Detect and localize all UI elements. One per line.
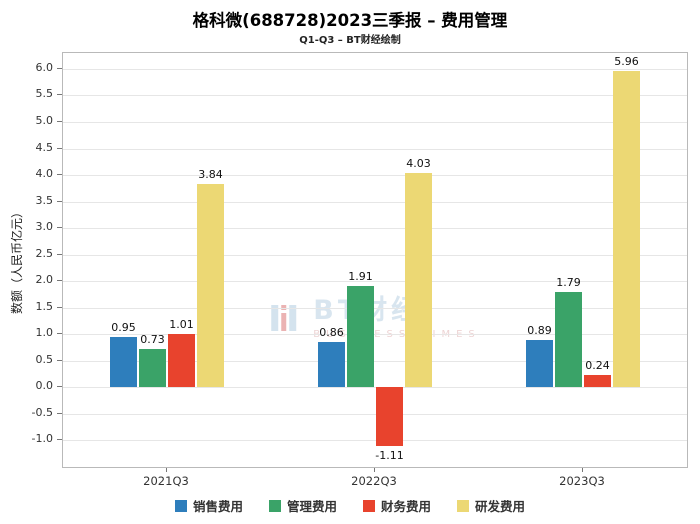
y-tick-label: 4.5	[35, 140, 54, 154]
y-tick-label: 0.5	[35, 352, 54, 366]
bar-财务费用-2023Q3	[584, 374, 611, 388]
bar-value-label: -1.11	[375, 449, 404, 463]
plot-area: BT财经 BUSINESS TIMES 0.950.860.890.731.91…	[62, 52, 688, 468]
bar-value-label: 4.03	[406, 157, 431, 171]
y-tick-label: -0.5	[31, 405, 53, 419]
bar-管理费用-2021Q3	[139, 348, 166, 388]
y-tick-label: 3.5	[35, 193, 54, 207]
bar-财务费用-2022Q3	[376, 387, 403, 447]
x-tick-label: 2023Q3	[559, 474, 605, 488]
gridline	[63, 254, 687, 256]
x-tick-mark	[166, 468, 167, 472]
legend-label: 研发费用	[475, 499, 526, 514]
y-tick-mark	[57, 439, 62, 441]
bar-value-label: 0.89	[527, 324, 552, 338]
bar-value-label: 0.24	[585, 358, 610, 372]
legend-swatch	[268, 499, 281, 512]
chart-title: 格科微(688728)2023三季报 – 费用管理	[192, 11, 508, 30]
y-tick-mark	[57, 333, 62, 335]
gridline	[63, 68, 687, 70]
y-tick-label: 2.5	[35, 246, 54, 260]
gridline	[63, 201, 687, 203]
y-tick-mark	[57, 121, 62, 122]
legend-item-销售费用: 销售费用	[174, 496, 243, 515]
y-tick-label: 1.5	[35, 299, 54, 313]
y-tick-mark	[57, 174, 62, 176]
bar-销售费用-2022Q3	[318, 341, 345, 388]
legend-swatch	[457, 499, 470, 512]
watermark-logo-icon	[271, 305, 297, 331]
y-tick-mark	[57, 67, 62, 69]
legend: 销售费用 管理费用 财务费用 研发费用	[0, 496, 700, 515]
bar-管理费用-2023Q3	[555, 292, 582, 388]
x-tick-mark	[582, 468, 583, 472]
bar-研发费用-2023Q3	[613, 71, 640, 388]
legend-label: 管理费用	[286, 499, 337, 514]
gridline	[63, 413, 687, 415]
legend-swatch	[363, 499, 375, 512]
gridline	[63, 334, 687, 336]
legend-label: 财务费用	[381, 499, 432, 514]
x-tick-label: 2021Q3	[143, 474, 189, 488]
gridline	[63, 122, 687, 123]
bar-销售费用-2021Q3	[110, 336, 137, 388]
legend-item-财务费用: 财务费用	[363, 496, 431, 515]
y-tick-label: 3.0	[35, 220, 54, 234]
y-tick-mark	[57, 253, 62, 255]
x-tick-label: 2022Q3	[351, 474, 397, 488]
y-tick-mark	[57, 200, 62, 202]
bar-value-label: 0.73	[140, 332, 165, 346]
y-tick-mark	[57, 359, 62, 361]
y-tick-mark	[57, 412, 62, 414]
y-tick-label: 5.0	[35, 114, 54, 127]
bar-value-label: 5.96	[614, 55, 639, 69]
gridline	[63, 228, 687, 230]
y-tick-label: 4.0	[35, 167, 54, 181]
x-tick-mark	[374, 468, 375, 472]
y-tick-label: 1.0	[35, 326, 54, 340]
y-tick-mark	[57, 306, 62, 308]
y-tick-label: -1.0	[31, 432, 53, 446]
legend-item-研发费用: 研发费用	[457, 496, 525, 515]
bar-管理费用-2022Q3	[347, 286, 374, 388]
y-tick-mark	[57, 227, 62, 229]
bar-财务费用-2021Q3	[168, 333, 195, 388]
y-axis: 6.0 5.5 5.0 4.5 4.0 3.5 3.0 2.5 2.0 1.5 1.0 0.5 0.0 -…	[0, 52, 62, 468]
bar-value-label: 1.01	[169, 317, 194, 331]
gridline	[63, 307, 687, 309]
gridline	[63, 440, 687, 442]
gridline	[63, 387, 687, 389]
bar-研发费用-2021Q3	[197, 183, 224, 388]
gridline	[63, 281, 687, 283]
y-tick-mark	[57, 386, 62, 388]
bar-value-label: 1.79	[556, 276, 581, 290]
y-tick-mark	[57, 147, 62, 149]
y-tick-label: 2.0	[35, 273, 54, 287]
y-tick-label: 0.0	[35, 379, 54, 393]
y-tick-label: 5.5	[35, 87, 54, 101]
gridline	[63, 175, 687, 177]
bar-销售费用-2023Q3	[526, 340, 553, 388]
legend-label: 销售费用	[192, 499, 243, 514]
chart-subtitle: Q1-Q3 – BT财经绘制	[299, 35, 401, 46]
gridline	[63, 360, 687, 362]
x-axis: 2021Q3 2022Q3 2023Q3	[62, 468, 688, 490]
y-tick-label: 6.0	[35, 60, 54, 74]
watermark-text: BT财经	[313, 297, 481, 324]
gridline	[63, 95, 687, 97]
gridline	[63, 148, 687, 150]
bar-研发费用-2022Q3	[405, 173, 432, 388]
bar-value-label: 0.95	[111, 320, 136, 334]
bar-value-label: 0.86	[319, 325, 344, 339]
bar-value-label: 3.84	[198, 167, 223, 181]
legend-swatch	[174, 499, 187, 512]
legend-item-管理费用: 管理费用	[268, 496, 337, 515]
bar-value-label: 1.91	[348, 270, 373, 283]
y-tick-mark	[57, 94, 62, 96]
y-tick-mark	[57, 280, 62, 282]
